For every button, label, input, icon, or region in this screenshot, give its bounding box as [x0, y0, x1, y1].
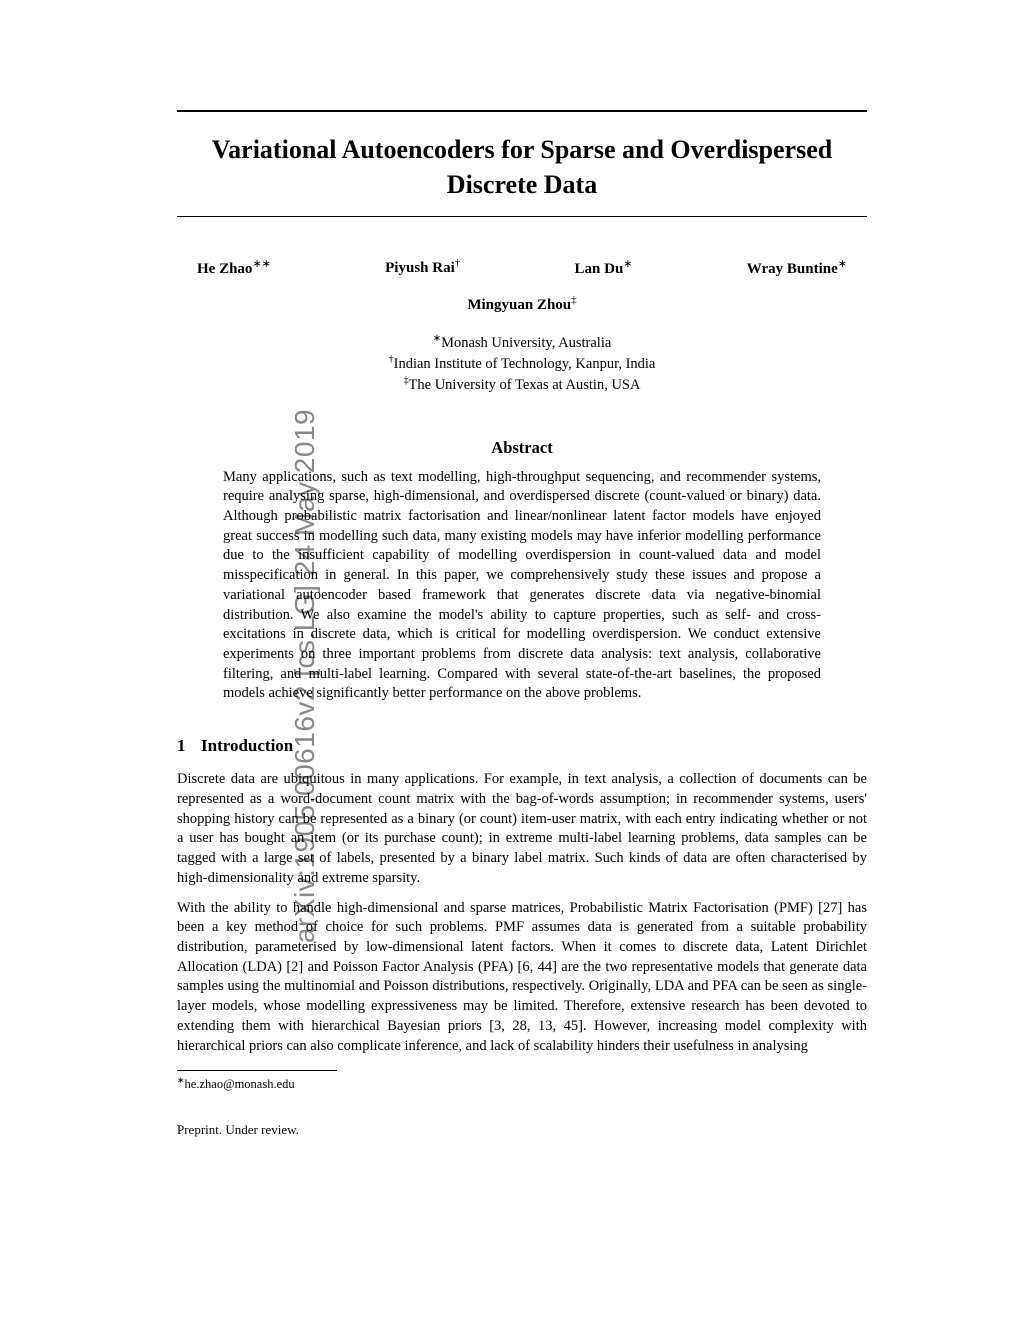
author-4: Wray Buntine∗	[747, 257, 847, 278]
author-5: Mingyuan Zhou‡	[467, 297, 576, 313]
author-name: Mingyuan Zhou	[467, 297, 571, 313]
footnote-rule	[177, 1070, 337, 1071]
top-thick-rule	[177, 110, 867, 112]
paper-title: Variational Autoencoders for Sparse and …	[177, 132, 867, 202]
author-mark: ∗∗	[252, 258, 270, 270]
section-1-heading: 1Introduction	[177, 736, 867, 756]
affil-mark: ∗	[433, 333, 441, 344]
intro-paragraph-1: Discrete data are ubiquitous in many app…	[177, 770, 867, 888]
author-3: Lan Du∗	[575, 257, 633, 278]
footnote-text: he.zhao@monash.edu	[185, 1077, 295, 1091]
affil-text: Monash University, Australia	[441, 335, 611, 351]
abstract-text: Many applications, such as text modellin…	[223, 468, 821, 705]
title-bottom-rule	[177, 216, 867, 217]
intro-paragraph-2: With the ability to handle high-dimensio…	[177, 899, 867, 1057]
footnote: ∗he.zhao@monash.edu	[177, 1075, 867, 1092]
section-title: Introduction	[201, 736, 293, 755]
affiliations: ∗Monash University, Australia †Indian In…	[177, 332, 867, 395]
author-name: He Zhao	[197, 261, 252, 277]
abstract-heading: Abstract	[177, 438, 867, 458]
author-name: Lan Du	[575, 261, 624, 277]
authors-row-1: He Zhao∗∗ Piyush Rai† Lan Du∗ Wray Bunti…	[197, 257, 847, 278]
affiliation-2: †Indian Institute of Technology, Kanpur,…	[177, 353, 867, 374]
paper-page: Variational Autoencoders for Sparse and …	[177, 110, 867, 1138]
authors-row-2: Mingyuan Zhou‡	[177, 294, 867, 314]
preprint-note: Preprint. Under review.	[177, 1122, 867, 1138]
section-number: 1	[177, 736, 201, 756]
author-mark: ∗	[623, 258, 632, 270]
author-1: He Zhao∗∗	[197, 257, 271, 278]
author-name: Piyush Rai	[385, 260, 455, 276]
affil-text: The University of Texas at Austin, USA	[409, 377, 641, 393]
affiliation-1: ∗Monash University, Australia	[177, 332, 867, 353]
author-mark: †	[455, 257, 461, 269]
footnote-mark: ∗	[177, 1075, 185, 1085]
author-mark: ∗	[838, 258, 847, 270]
affiliation-3: ‡The University of Texas at Austin, USA	[177, 374, 867, 395]
author-name: Wray Buntine	[747, 261, 838, 277]
author-mark: ‡	[571, 294, 577, 306]
affil-text: Indian Institute of Technology, Kanpur, …	[394, 356, 656, 372]
author-2: Piyush Rai†	[385, 257, 460, 278]
